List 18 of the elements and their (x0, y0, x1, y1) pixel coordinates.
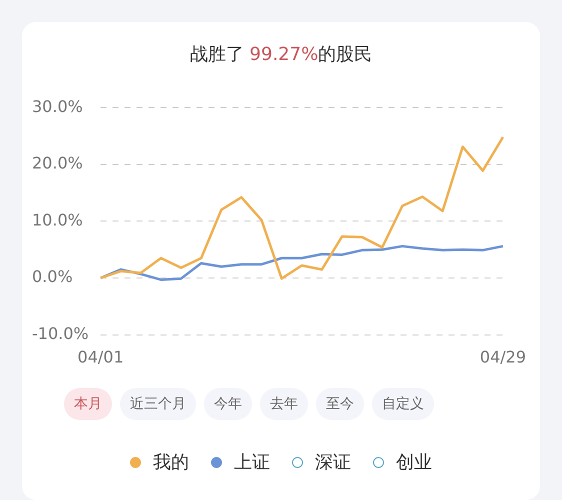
x-tick-label: 04/01 (78, 348, 124, 367)
y-tick-label: 10.0% (32, 210, 83, 230)
chart-title: 战胜了 99.27%的股民 (190, 44, 372, 65)
text: 近三个月 (120, 388, 196, 420)
y-tick-label: 30.0% (32, 96, 83, 116)
legend-label: 上证 (234, 451, 270, 474)
y-tick-label: -10.0% (32, 324, 89, 343)
x-tick-label: 04/29 (480, 348, 526, 367)
y-tick-label: 0.0% (32, 267, 73, 286)
text: 至今 (316, 388, 364, 420)
legend-label: 深证 (315, 451, 351, 474)
text: 自定义 (372, 388, 434, 420)
legend-label: 我的 (153, 451, 189, 474)
legend-label: 创业 (396, 451, 432, 474)
y-tick-label: 20.0% (32, 154, 83, 173)
text: 今年 (204, 388, 252, 420)
text: 去年 (260, 388, 308, 420)
text: 本月 (64, 388, 112, 420)
